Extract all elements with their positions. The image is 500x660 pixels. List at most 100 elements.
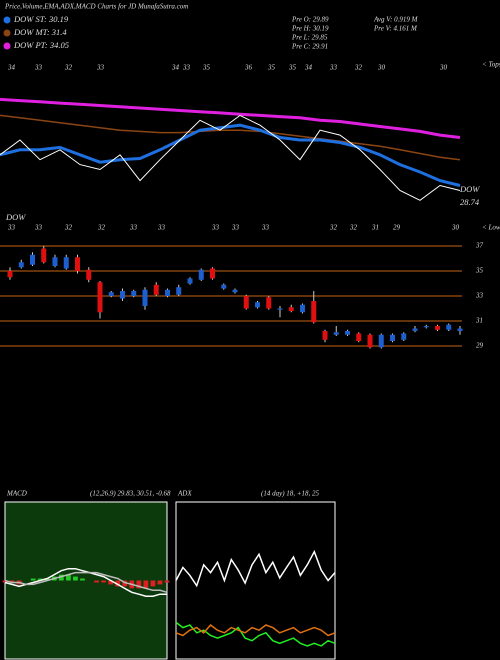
histogram-bar (136, 580, 142, 589)
candle-body (63, 257, 69, 269)
bottom-label: 32 (64, 224, 73, 232)
y-tick-label: 29 (476, 342, 484, 350)
bottom-label: 32 (349, 224, 358, 232)
histogram-bar (157, 580, 163, 585)
bottom-label: 30 (451, 224, 460, 232)
histogram-bar (94, 580, 99, 583)
candle-body (18, 262, 24, 268)
candle-body (243, 296, 249, 309)
candle-body (266, 297, 272, 309)
bottom-label: 33 (129, 224, 138, 232)
bottom-label: 32 (97, 224, 106, 232)
top-label: 33 (329, 64, 338, 72)
panel-title: ADX (177, 490, 192, 498)
candle-body (108, 292, 114, 296)
histogram-bar (164, 580, 170, 583)
indicator-line (175, 621, 336, 647)
candle-body (176, 287, 182, 295)
candle-body (210, 268, 215, 279)
candle-body (131, 291, 137, 296)
indicator-line (175, 623, 336, 637)
candle-body (52, 257, 58, 266)
candle-body (198, 269, 204, 280)
candle-body (255, 302, 260, 308)
indicator-line (4, 567, 167, 597)
histogram-bar (143, 580, 149, 589)
panel-background (4, 501, 168, 660)
legend-swatch (3, 29, 11, 37)
indicator-line (4, 571, 168, 594)
histogram-bar (66, 574, 71, 581)
bottom-label: 32 (329, 224, 338, 232)
candle-body (165, 289, 170, 296)
ema-line (0, 114, 461, 161)
bottom-label: 33 (231, 224, 240, 232)
top-label: 35 (202, 64, 211, 72)
ema-line (0, 114, 461, 201)
histogram-bar (80, 578, 85, 581)
legend-swatch (3, 16, 11, 24)
y-tick-label: 33 (475, 292, 484, 300)
lows-label: < Lows (482, 224, 500, 232)
y-tick-label: 31 (475, 317, 483, 325)
histogram-bar (9, 580, 15, 583)
candle-body (75, 257, 80, 271)
top-label: 34 (171, 64, 180, 72)
panel-background (175, 501, 336, 660)
candle-body (333, 332, 339, 335)
top-label: 33 (182, 64, 191, 72)
candle-body (322, 331, 328, 340)
stat-label: Pre V: 4.161 M (373, 25, 418, 33)
histogram-bar (108, 580, 114, 585)
candle-body (142, 289, 148, 306)
stat-label: Avg V: 0.919 M (373, 16, 419, 24)
stat-label: Pre H: 30.19 (291, 25, 329, 33)
candle-body (401, 333, 407, 340)
histogram-bar (122, 580, 128, 587)
candle-body (86, 269, 92, 280)
top-label: 35 (288, 64, 297, 72)
candle-body (221, 284, 227, 289)
candle-body (412, 328, 418, 331)
panel-subtitle: (14 day) 18, +18, 25 (261, 490, 319, 498)
histogram-bar (37, 578, 43, 581)
top-label: 32 (354, 64, 363, 72)
candle-body (120, 291, 125, 299)
top-label: 36 (244, 64, 253, 72)
bottom-label: 33 (157, 224, 166, 232)
candle-body (311, 301, 317, 323)
top-label: 34 (304, 64, 313, 72)
stat-label: Pre C: 29.91 (291, 43, 328, 51)
candle-body (288, 307, 294, 311)
candle-body (390, 334, 395, 341)
bottom-label: 33 (34, 224, 43, 232)
histogram-bar (58, 574, 64, 581)
histogram-bar (44, 578, 50, 581)
candle-body (446, 324, 452, 330)
bottom-label: 29 (393, 224, 401, 232)
candle-body (232, 289, 238, 293)
legend-label: DOW ST: 30.19 (13, 14, 69, 24)
candle-body (378, 334, 384, 348)
histogram-bar (101, 580, 106, 583)
candle-body (457, 328, 463, 331)
top-label: 34 (7, 64, 16, 72)
panel-subtitle: (12,26,9) 29.83, 30.51, -0.68 (90, 490, 171, 498)
candle-body (97, 282, 103, 313)
candle-body (356, 333, 362, 341)
histogram-bar (73, 576, 78, 581)
stat-label: Pre O: 29.89 (291, 16, 329, 24)
tops-label: < Tops (482, 61, 500, 69)
left-name: DOW (5, 212, 26, 222)
top-label: 33 (34, 64, 43, 72)
legend-label: DOW MT: 31.4 (13, 27, 67, 37)
bottom-label: 33 (211, 224, 220, 232)
candle-body (30, 254, 35, 265)
legend-label: DOW PT: 34.05 (13, 40, 69, 50)
candle-body (187, 278, 193, 284)
ema-line (0, 97, 461, 139)
top-label: 30 (377, 64, 386, 72)
candle-body (277, 308, 283, 310)
